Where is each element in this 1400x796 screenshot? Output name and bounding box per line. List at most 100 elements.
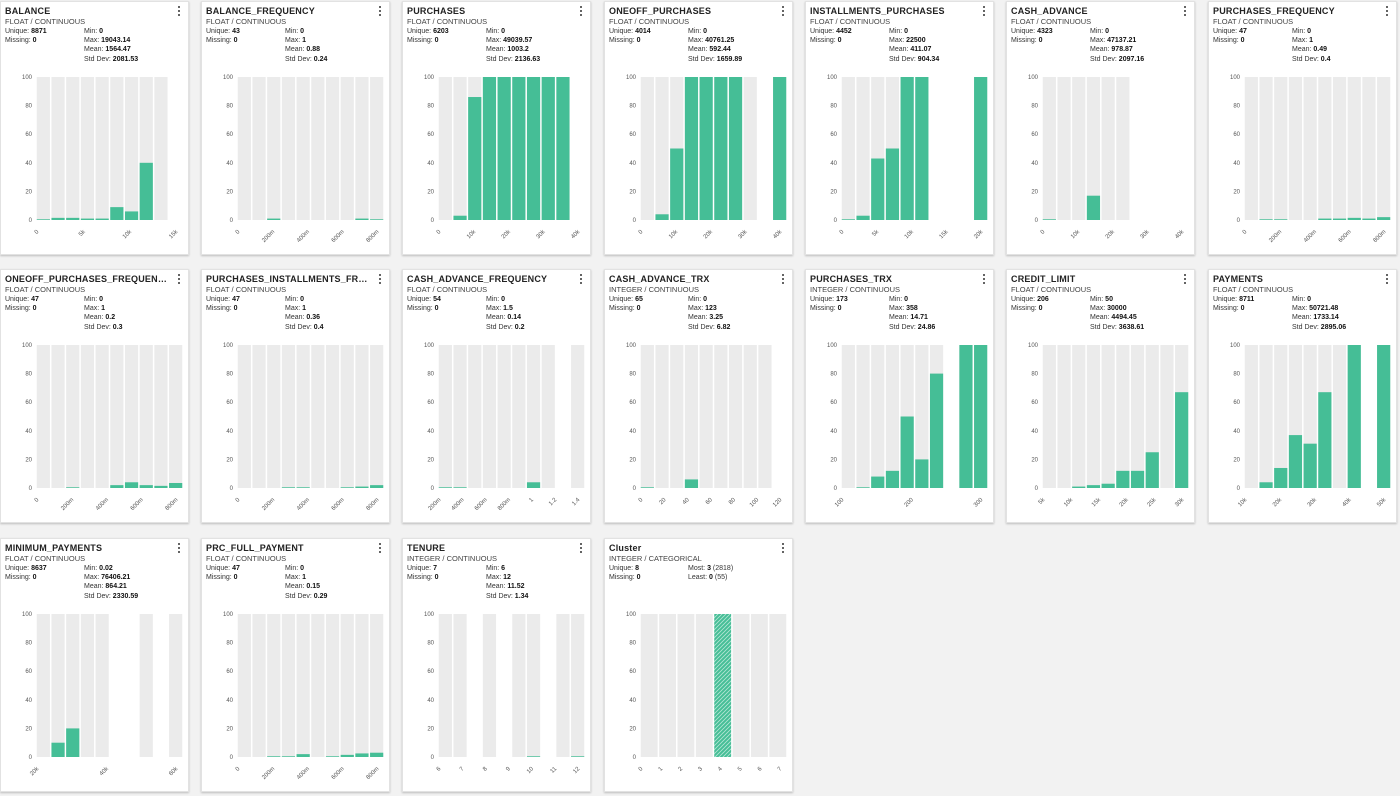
histogram-bar[interactable] bbox=[1377, 217, 1391, 220]
histogram-bar[interactable] bbox=[296, 754, 310, 757]
histogram-bar[interactable] bbox=[1175, 392, 1189, 488]
histogram-bar[interactable] bbox=[714, 614, 732, 757]
more-options-icon[interactable] bbox=[176, 5, 182, 17]
histogram-bar[interactable] bbox=[915, 77, 929, 220]
histogram-bar[interactable] bbox=[124, 482, 139, 488]
histogram-bar[interactable] bbox=[110, 207, 124, 220]
histogram-bar[interactable] bbox=[355, 753, 369, 757]
histogram-bar[interactable] bbox=[169, 482, 183, 488]
histogram-bar[interactable] bbox=[1086, 485, 1101, 488]
histogram-bar[interactable] bbox=[370, 485, 384, 488]
more-options-icon[interactable] bbox=[1384, 273, 1390, 285]
histogram-bar[interactable] bbox=[296, 487, 310, 488]
histogram-bar[interactable] bbox=[325, 756, 340, 757]
histogram-bar[interactable] bbox=[1332, 218, 1347, 220]
histogram-bar[interactable] bbox=[438, 487, 452, 488]
histogram-bar[interactable] bbox=[526, 482, 541, 488]
histogram-bar[interactable] bbox=[1274, 219, 1288, 220]
histogram-bar[interactable] bbox=[929, 373, 944, 488]
histogram-bar[interactable] bbox=[571, 756, 585, 757]
more-options-icon[interactable] bbox=[981, 273, 987, 285]
histogram-bar[interactable] bbox=[684, 77, 699, 220]
histogram-bar[interactable] bbox=[355, 486, 369, 488]
histogram-bar[interactable] bbox=[154, 485, 168, 488]
histogram-bar[interactable] bbox=[959, 345, 973, 488]
histogram-bar[interactable] bbox=[80, 218, 95, 220]
histogram-bar[interactable] bbox=[871, 476, 885, 488]
histogram-bar[interactable] bbox=[95, 218, 109, 220]
histogram-bar[interactable] bbox=[670, 148, 684, 221]
histogram-bar[interactable] bbox=[856, 215, 870, 220]
histogram-bar[interactable] bbox=[281, 756, 296, 757]
more-options-icon[interactable] bbox=[981, 5, 987, 17]
histogram-bar[interactable] bbox=[1145, 452, 1159, 488]
histogram-bar[interactable] bbox=[871, 158, 885, 220]
more-options-icon[interactable] bbox=[578, 273, 584, 285]
more-options-icon[interactable] bbox=[1384, 5, 1390, 17]
histogram-bar[interactable] bbox=[885, 148, 900, 221]
histogram-bar[interactable] bbox=[526, 77, 541, 220]
histogram-bar[interactable] bbox=[1318, 392, 1332, 488]
histogram-bar[interactable] bbox=[66, 217, 80, 220]
more-options-icon[interactable] bbox=[1182, 273, 1188, 285]
histogram-bar[interactable] bbox=[110, 485, 124, 488]
more-options-icon[interactable] bbox=[780, 5, 786, 17]
histogram-bar[interactable] bbox=[856, 487, 870, 488]
histogram-bar[interactable] bbox=[1259, 482, 1273, 488]
histogram-bar[interactable] bbox=[512, 77, 526, 220]
histogram-bar[interactable] bbox=[468, 97, 482, 220]
histogram-bar[interactable] bbox=[900, 416, 914, 489]
histogram-bar[interactable] bbox=[556, 77, 570, 220]
more-options-icon[interactable] bbox=[1182, 5, 1188, 17]
more-options-icon[interactable] bbox=[377, 5, 383, 17]
histogram-bar[interactable] bbox=[51, 742, 65, 757]
histogram-bar[interactable] bbox=[526, 756, 541, 757]
histogram-bar[interactable] bbox=[699, 77, 713, 220]
histogram-bar[interactable] bbox=[1086, 195, 1101, 220]
histogram-bar[interactable] bbox=[1130, 470, 1145, 488]
more-options-icon[interactable] bbox=[578, 5, 584, 17]
histogram-bar[interactable] bbox=[1042, 219, 1056, 220]
histogram-bar[interactable] bbox=[1259, 219, 1273, 220]
histogram-bar[interactable] bbox=[66, 728, 80, 757]
histogram-bar[interactable] bbox=[900, 77, 914, 220]
histogram-bar[interactable] bbox=[51, 217, 65, 220]
histogram-bar[interactable] bbox=[340, 754, 354, 757]
histogram-bar[interactable] bbox=[139, 162, 153, 220]
histogram-bar[interactable] bbox=[1072, 486, 1086, 488]
histogram-bar[interactable] bbox=[1101, 483, 1115, 488]
histogram-bar[interactable] bbox=[841, 219, 855, 220]
histogram-bar[interactable] bbox=[773, 77, 787, 220]
histogram-bar[interactable] bbox=[139, 485, 153, 488]
histogram-bar[interactable] bbox=[482, 77, 497, 220]
histogram-bar[interactable] bbox=[267, 218, 281, 220]
histogram-bar[interactable] bbox=[885, 470, 900, 488]
histogram-bar[interactable] bbox=[453, 487, 467, 488]
histogram-bar[interactable] bbox=[66, 487, 80, 488]
more-options-icon[interactable] bbox=[377, 542, 383, 554]
histogram-bar[interactable] bbox=[340, 487, 354, 488]
histogram-bar[interactable] bbox=[684, 479, 699, 488]
histogram-bar[interactable] bbox=[1318, 218, 1332, 220]
more-options-icon[interactable] bbox=[780, 542, 786, 554]
more-options-icon[interactable] bbox=[377, 273, 383, 285]
histogram-bar[interactable] bbox=[541, 77, 555, 220]
histogram-bar[interactable] bbox=[974, 345, 988, 488]
histogram-bar[interactable] bbox=[1347, 345, 1361, 488]
histogram-bar[interactable] bbox=[1288, 435, 1303, 488]
histogram-bar[interactable] bbox=[124, 211, 139, 220]
histogram-bar[interactable] bbox=[1377, 345, 1391, 488]
more-options-icon[interactable] bbox=[176, 273, 182, 285]
histogram-bar[interactable] bbox=[728, 77, 743, 220]
more-options-icon[interactable] bbox=[578, 542, 584, 554]
histogram-bar[interactable] bbox=[370, 219, 384, 220]
histogram-bar[interactable] bbox=[640, 487, 654, 488]
histogram-bar[interactable] bbox=[370, 752, 384, 757]
histogram-bar[interactable] bbox=[1347, 217, 1361, 220]
histogram-bar[interactable] bbox=[36, 219, 50, 220]
histogram-bar[interactable] bbox=[974, 77, 988, 220]
histogram-bar[interactable] bbox=[1303, 443, 1317, 488]
histogram-bar[interactable] bbox=[267, 756, 281, 757]
histogram-bar[interactable] bbox=[655, 214, 669, 220]
histogram-bar[interactable] bbox=[355, 218, 369, 220]
